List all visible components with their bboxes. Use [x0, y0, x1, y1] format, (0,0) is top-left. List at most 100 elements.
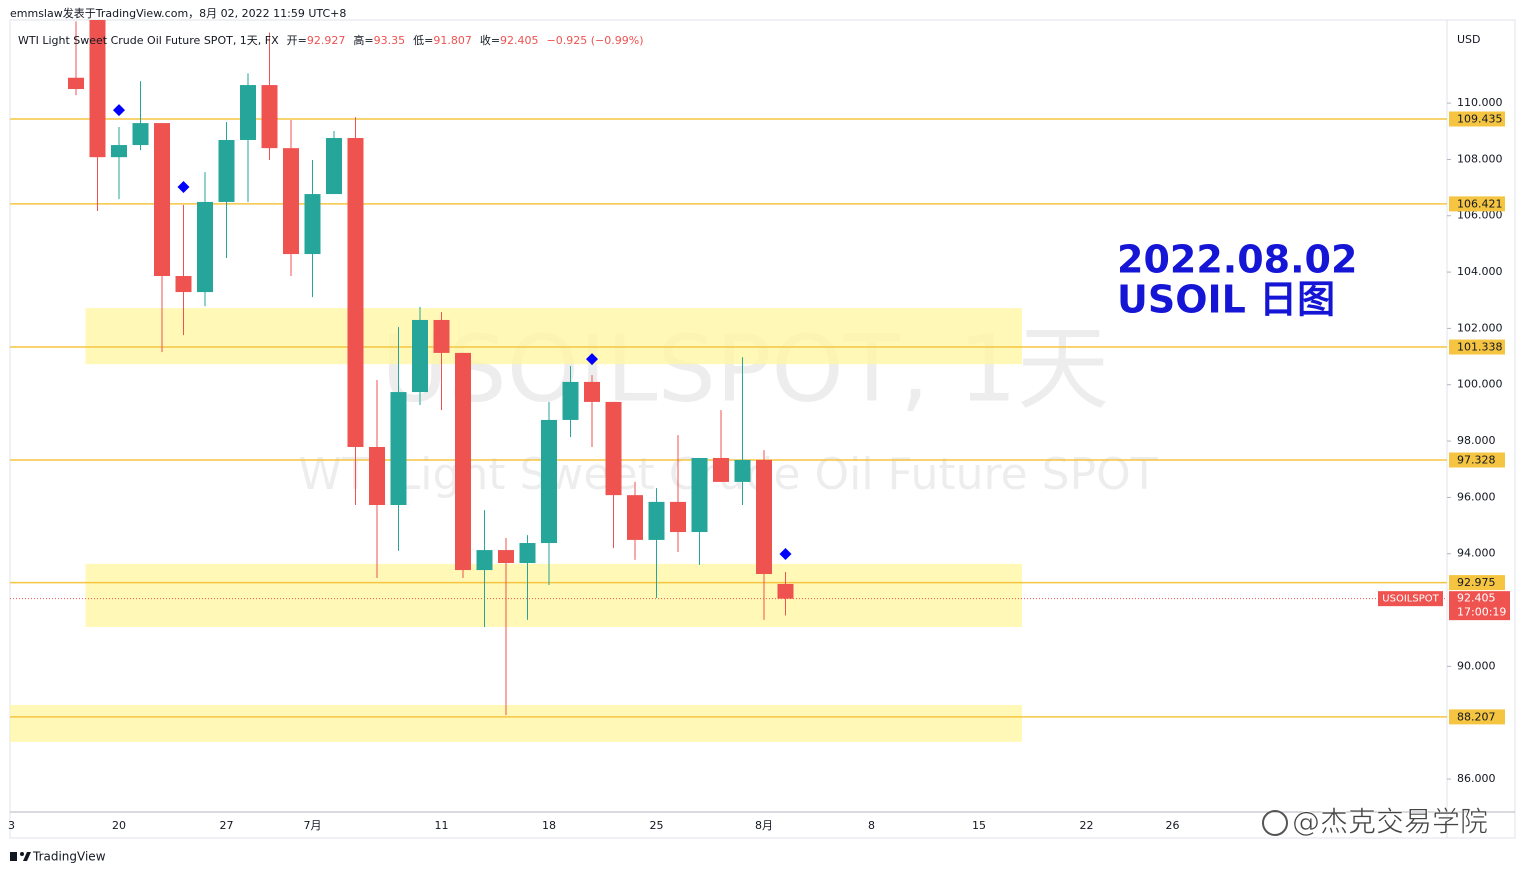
x-tick-label: 18	[542, 819, 556, 832]
credit-icon	[1262, 810, 1288, 836]
legend-key: 开=	[287, 34, 307, 47]
candle-body	[433, 319, 450, 353]
x-tick-label: 8	[868, 819, 875, 832]
y-tick-label: 102.000	[1457, 321, 1503, 334]
x-tick-label: 3	[8, 819, 15, 832]
y-tick-label: 100.000	[1457, 378, 1503, 391]
legend-value: 92.405	[500, 34, 539, 47]
symbol-title: WTI Light Sweet Crude Oil Future SPOT, 1…	[18, 34, 279, 47]
candle-body	[390, 392, 407, 506]
x-tick-label: 7月	[304, 819, 322, 832]
level-label: 92.975	[1457, 576, 1496, 589]
candle-body	[132, 123, 149, 146]
y-tick-label: 94.000	[1457, 547, 1496, 560]
y-tick-label: 108.000	[1457, 152, 1503, 165]
symbol-label: USOILSPOT	[1382, 594, 1439, 605]
candle-body	[648, 501, 665, 540]
y-tick-label: 90.000	[1457, 659, 1496, 672]
candle-body	[605, 401, 622, 496]
marker	[586, 353, 598, 366]
level-label: 101.338	[1457, 341, 1503, 354]
candle-body	[240, 85, 256, 140]
level-label-box	[1449, 575, 1505, 591]
level-label: 88.207	[1457, 710, 1496, 723]
candle-body	[304, 194, 321, 255]
frame	[9, 19, 1516, 839]
legend-value: 93.35	[374, 34, 406, 47]
candle-body	[476, 550, 493, 571]
level-label-box	[1449, 196, 1505, 212]
level-label: 106.421	[1457, 197, 1503, 210]
candle-body	[326, 138, 342, 195]
header: emmslaw发表于TradingView.com，8月 02, 2022 11…	[10, 6, 346, 20]
last-price-box	[1449, 591, 1510, 621]
candle-body	[498, 550, 514, 564]
candle-body	[175, 276, 192, 293]
plot	[10, 20, 1447, 742]
countdown: 17:00:19	[1457, 606, 1506, 619]
legend-value: 92.927	[307, 34, 346, 47]
level-label-box	[1449, 111, 1505, 127]
y-tick-label: 110.000	[1457, 96, 1503, 109]
zone	[85, 308, 1022, 365]
candle-body	[519, 543, 536, 564]
marker	[779, 548, 792, 561]
legend-change: −0.925 (−0.99%)	[547, 34, 644, 47]
candle-body	[455, 352, 471, 571]
candle-body	[734, 459, 751, 482]
level-label: 97.328	[1457, 453, 1496, 466]
zone	[85, 563, 1022, 627]
x-tick-label: 22	[1080, 819, 1094, 832]
annotation: USOIL 日图	[1117, 278, 1335, 322]
candle-body	[283, 148, 299, 255]
candle-body	[756, 459, 772, 575]
candle-body	[111, 145, 127, 158]
y-tick-label: 86.000	[1457, 772, 1496, 785]
candle-body	[218, 139, 235, 202]
legend-key: 低=	[413, 34, 433, 47]
x-tick-label: 25	[650, 819, 664, 832]
candle-body	[541, 419, 557, 544]
y-tick-label: 96.000	[1457, 490, 1496, 503]
candle-body	[347, 138, 364, 447]
candle-body	[584, 381, 600, 402]
candle-body	[691, 457, 708, 533]
candle-body	[777, 583, 794, 599]
x-tick-label: 20	[112, 819, 126, 832]
candle-body	[670, 501, 686, 533]
x-tick-label: 15	[972, 819, 986, 832]
candle-body	[89, 20, 106, 158]
level-label-box	[1449, 339, 1505, 355]
candle-body	[562, 381, 579, 420]
legend-key: 收=	[480, 33, 500, 47]
y-tick-label: 104.000	[1457, 265, 1503, 278]
candle-body	[261, 85, 278, 149]
legend-key: 高=	[353, 33, 373, 47]
y-tick-label: 106.000	[1457, 209, 1503, 222]
credit: @杰克交易学院	[1292, 805, 1488, 838]
candle-body	[197, 201, 213, 293]
candle-body	[68, 77, 84, 90]
symbol-box	[1378, 591, 1443, 607]
candle-body	[627, 495, 643, 540]
level-label-box	[1449, 709, 1505, 725]
candle-body	[369, 446, 385, 506]
level-label-box	[1449, 452, 1505, 468]
currency: USD	[1457, 33, 1481, 46]
marker	[113, 104, 125, 117]
x-tick-label: 27	[220, 819, 234, 832]
candle-body	[713, 457, 729, 482]
legend-value: 91.807	[433, 34, 472, 47]
marker	[177, 181, 190, 194]
x-tick-label: 26	[1166, 819, 1180, 832]
x-tick-label: 8月	[755, 819, 773, 832]
zone	[10, 704, 1022, 742]
brand: TradingView	[32, 850, 106, 864]
level-label: 109.435	[1457, 113, 1503, 126]
candle-body	[154, 123, 170, 277]
annotation: 2022.08.02	[1117, 238, 1357, 282]
brand-logo	[10, 852, 31, 861]
y-tick-label: 98.000	[1457, 434, 1496, 447]
